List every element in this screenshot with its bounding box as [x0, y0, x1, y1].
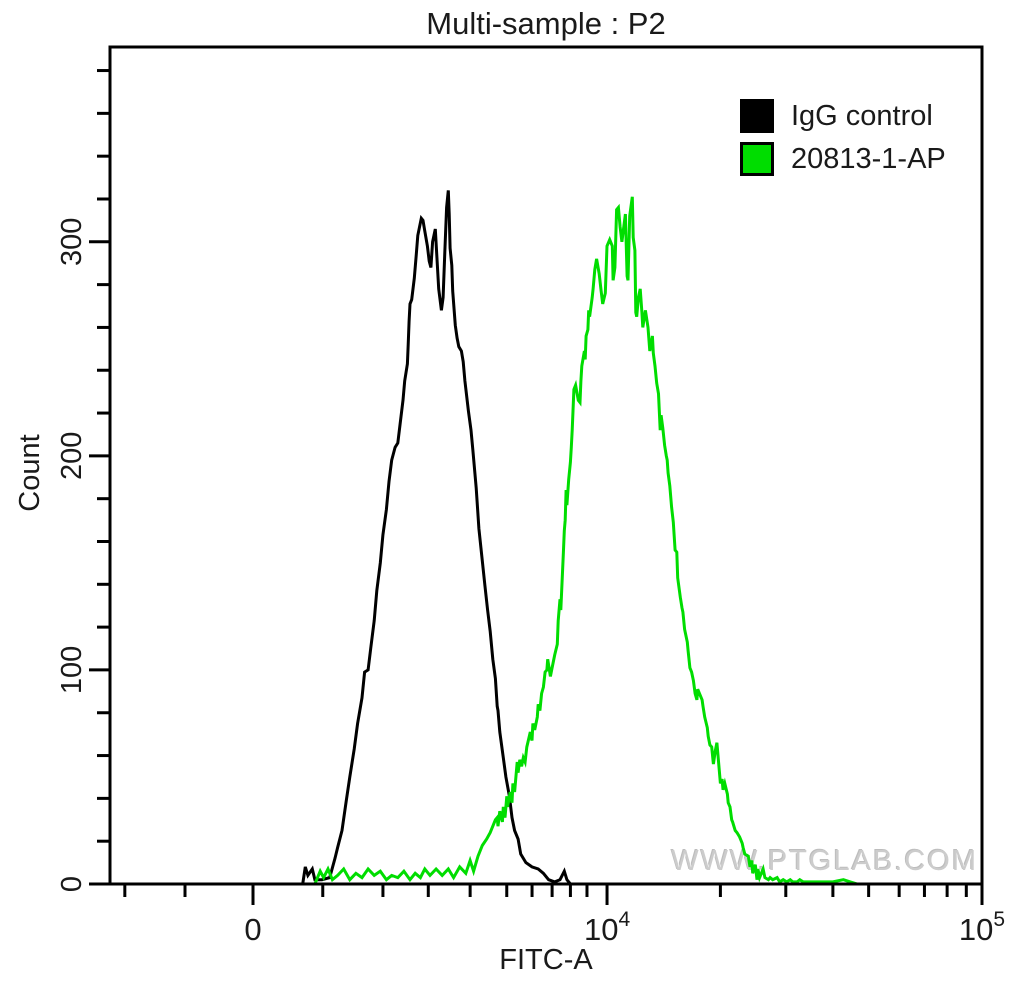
x-tick-label: 105: [959, 908, 1005, 947]
x-tick-label: 104: [584, 908, 630, 947]
y-tick-label: 300: [56, 218, 88, 266]
y-tick-label: 200: [56, 432, 88, 480]
x-axis-label: FITC-A: [499, 944, 593, 976]
legend-swatch-20813-1-ap: [740, 142, 774, 176]
legend-item: 20813-1-AP: [740, 142, 946, 176]
x-tick-label: 0: [244, 912, 261, 947]
legend-label: IgG control: [791, 100, 933, 132]
y-tick-label: 100: [56, 646, 88, 694]
watermark: WWW.PTGLAB.COM: [671, 845, 978, 877]
y-axis-label: Count: [14, 434, 46, 512]
legend-item: IgG control: [740, 99, 946, 133]
y-tick-label: 0: [56, 876, 88, 892]
igg-control-curve: [301, 190, 572, 885]
legend-swatch-igg-control: [740, 99, 774, 133]
legend: IgG control 20813-1-AP: [740, 99, 946, 185]
chart-title: Multi-sample : P2: [426, 6, 666, 41]
20813-1-ap-curve: [313, 196, 858, 886]
legend-label: 20813-1-AP: [791, 143, 946, 175]
plot-frame: [108, 45, 984, 886]
